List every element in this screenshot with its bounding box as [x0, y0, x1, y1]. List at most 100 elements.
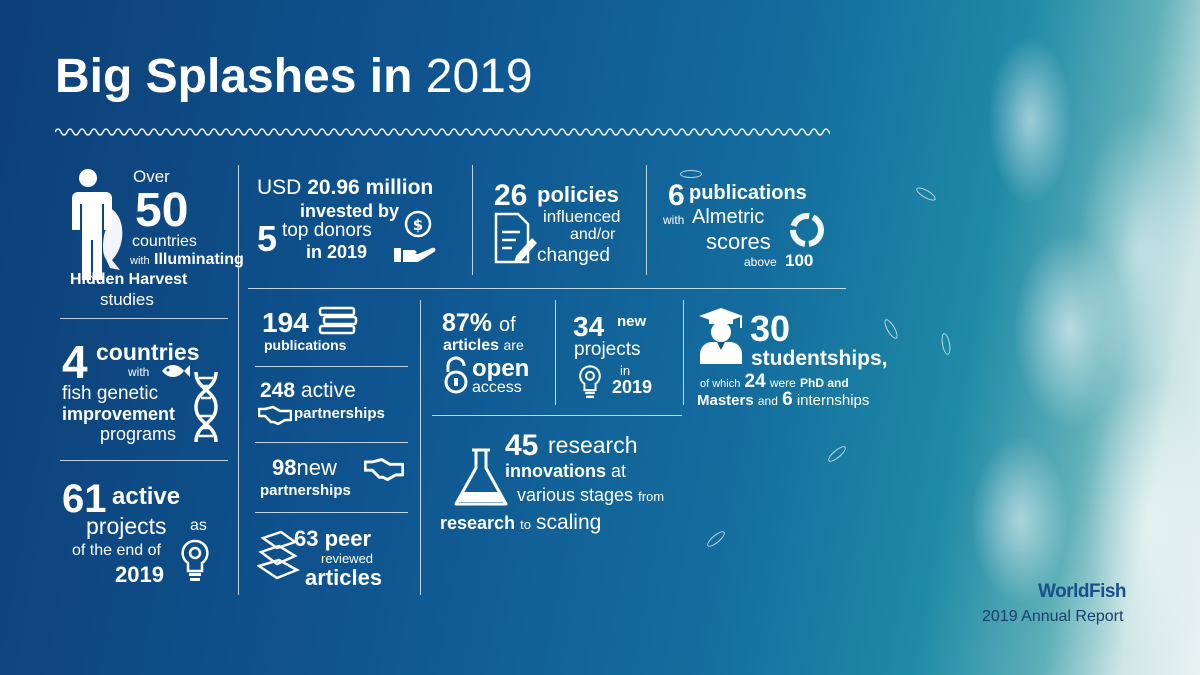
stat6-publications: publications: [689, 182, 807, 204]
stat14-research2: research: [440, 513, 516, 533]
divider: [472, 165, 473, 275]
stat2-with: with: [128, 365, 150, 379]
stat7-label: publications: [264, 337, 347, 353]
stat6-above: above: [744, 255, 777, 269]
stat4-number: 5: [257, 218, 278, 259]
handshake-icon: [258, 405, 292, 425]
stat14-number: 45: [505, 429, 539, 462]
stat12-new: new: [617, 313, 647, 330]
stat8-number: 248: [260, 379, 296, 402]
stat1-studies: studies: [100, 290, 154, 309]
stat13-phd-and: PhD and: [800, 376, 849, 390]
stat13-studentships: studentships,: [751, 347, 888, 370]
stat13-intern-number: 6: [782, 389, 793, 410]
stat1-over: Over: [133, 167, 170, 186]
stat8-active: active: [300, 379, 356, 402]
stat14-to: to: [520, 517, 531, 532]
stat9-label: partnerships: [260, 482, 351, 499]
stat7-number: 194: [262, 307, 309, 338]
stat11-open: open: [472, 355, 530, 382]
stat1-with: with: [130, 255, 150, 267]
stat6-with: with: [663, 213, 685, 227]
divider: [432, 415, 682, 416]
books-stack-icon: [318, 306, 358, 335]
stat11-number: 87%: [442, 309, 493, 337]
divider: [555, 300, 556, 405]
stat2-programs: programs: [100, 424, 177, 444]
stat13-masters: Masters: [697, 392, 754, 409]
stat14-at: at: [611, 461, 627, 481]
stat9-number: 98: [272, 455, 297, 480]
stat12-in: in: [620, 363, 631, 378]
stat14-from: from: [638, 489, 665, 504]
boat-decoration: [914, 185, 938, 203]
divider: [248, 288, 846, 289]
open-lock-icon: [444, 356, 468, 394]
stat12-projects: projects: [574, 339, 641, 360]
stat11-of: of: [499, 314, 516, 336]
svg-text:$: $: [413, 216, 423, 234]
stat6-scores: scores: [706, 229, 771, 254]
divider: [420, 300, 421, 595]
stat5-andor: and/or: [570, 226, 616, 243]
divider: [683, 300, 684, 405]
stat4-in-year: in 2019: [306, 242, 368, 262]
stat10-peer: peer: [324, 526, 372, 551]
stat2-countries: countries: [96, 339, 200, 365]
stat14-various: various stages: [517, 485, 634, 505]
stat13-phd-number: 24: [744, 371, 766, 392]
stat5-influenced: influenced: [543, 207, 621, 226]
divider: [255, 512, 408, 513]
stat13-number: 30: [750, 308, 791, 349]
stat5-changed: changed: [537, 245, 610, 266]
stat10-number: 63: [294, 526, 319, 551]
boat-decoration: [705, 528, 727, 550]
worldfish-logo: WorldFish: [1038, 581, 1127, 602]
stat8-label: partnerships: [294, 405, 385, 422]
stat10-reviewed: reviewed: [321, 551, 374, 566]
boat-decoration: [680, 170, 702, 178]
stat4-invested-by: invested by: [300, 201, 400, 221]
policy-document-icon: [494, 212, 537, 264]
stat13-were: were: [769, 376, 796, 390]
stat14-research: research: [548, 432, 638, 458]
stat13-and: and: [757, 394, 778, 408]
page-title: Big Splashes in 2019: [55, 50, 533, 103]
stat5-policies: policies: [537, 182, 619, 207]
divider: [255, 442, 408, 443]
stat10-articles: articles: [305, 565, 383, 590]
fisherman-icon: [70, 169, 123, 280]
divider: [238, 165, 239, 595]
surf-foam-decoration: [950, 0, 1200, 675]
boat-decoration: [826, 443, 848, 465]
stat5-number: 26: [494, 179, 528, 212]
stat3-as: as: [190, 517, 207, 534]
divider: [60, 318, 228, 319]
stat3-projects: projects: [86, 513, 167, 539]
lightbulb-gear-icon: [579, 365, 601, 399]
stat14-scaling: scaling: [535, 511, 602, 534]
stat11-articles: articles: [443, 337, 500, 354]
annual-report-label: 2019 Annual Report: [982, 608, 1124, 625]
stat3-year: 2019: [115, 562, 164, 587]
stat9-new: new: [296, 455, 337, 480]
stat2-fish-genetic: fish genetic: [62, 383, 159, 404]
stat1-countries: countries: [132, 233, 197, 250]
flask-icon: [454, 448, 508, 506]
wave-divider: [55, 128, 830, 136]
stat2-number: 4: [62, 336, 88, 388]
stat1-illuminating: Illuminating: [154, 251, 244, 268]
handshake-icon: [364, 458, 404, 482]
boat-decoration: [882, 317, 900, 341]
dna-icon: [194, 371, 218, 443]
stat1-hidden-harvest: Hidden Harvest: [70, 271, 188, 288]
stat11-are: are: [503, 337, 524, 353]
altmetric-donut-icon: [790, 213, 824, 247]
graduate-icon: [699, 308, 743, 364]
stat1-number: 50: [135, 184, 189, 237]
divider: [255, 366, 408, 367]
stat3-number: 61: [62, 477, 107, 521]
stat13-internships: internships: [796, 392, 870, 409]
stat2-improvement: improvement: [62, 404, 176, 424]
stat3-active: active: [112, 483, 181, 510]
